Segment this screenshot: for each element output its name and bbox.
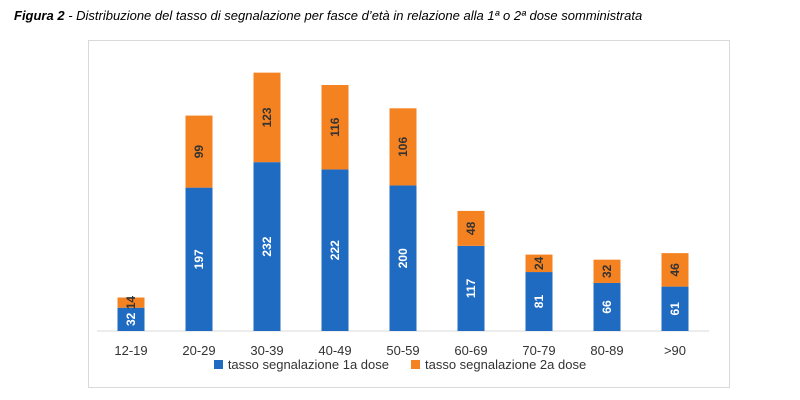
data-label-2-20-29: 99 — [192, 145, 206, 159]
legend-swatch-series2 — [411, 360, 420, 369]
data-label-1-30-39: 232 — [260, 236, 274, 256]
data-label-1-70-79: 81 — [532, 295, 546, 309]
bar-1-12-19 — [117, 307, 145, 331]
x-tick-label-50-59: 50-59 — [386, 343, 419, 358]
bar-1-70-79 — [525, 272, 553, 331]
bar-2-80-89 — [593, 259, 621, 283]
x-tick-label-30-39: 30-39 — [250, 343, 283, 358]
caption-text: - Distribuzione del tasso di segnalazion… — [64, 8, 643, 23]
bar-2-70-79 — [525, 254, 553, 273]
bar-1-30-39 — [253, 162, 281, 331]
data-label-1-20-29: 197 — [192, 249, 206, 269]
x-tick-label-12-19: 12-19 — [114, 343, 147, 358]
bar-2-50-59 — [389, 108, 417, 186]
bar-2-40-49 — [321, 85, 349, 170]
caption-label: Figura 2 — [14, 8, 65, 23]
data-label-1-12-19: 32 — [124, 312, 138, 326]
bar-2->90 — [661, 253, 689, 287]
data-label-2->90: 46 — [668, 263, 682, 277]
x-tick-label-70-79: 70-79 — [522, 343, 555, 358]
legend-swatch-series1 — [213, 360, 223, 369]
bar-1-50-59 — [389, 185, 417, 331]
bar-2-12-19 — [117, 297, 145, 308]
x-tick-label-80-89: 80-89 — [590, 343, 623, 358]
data-label-2-80-89: 32 — [600, 264, 614, 278]
legend-label-series2: tasso segnalazione 2a dose — [425, 357, 587, 372]
data-label-2-40-49: 116 — [328, 117, 342, 137]
bar-1-20-29 — [185, 187, 213, 331]
legend-label-series1: tasso segnalazione 1a dose — [227, 357, 389, 372]
data-label-2-12-19: 14 — [124, 296, 138, 310]
data-label-1-60-69: 117 — [464, 278, 478, 298]
x-tick-label-40-49: 40-49 — [318, 343, 351, 358]
x-tick-label-60-69: 60-69 — [454, 343, 487, 358]
bar-1-80-89 — [593, 282, 621, 331]
bar-1->90 — [661, 286, 689, 331]
legend-item-series2: tasso segnalazione 2a dose — [411, 357, 586, 372]
bar-1-40-49 — [321, 169, 349, 331]
bar-2-30-39 — [253, 72, 281, 163]
data-label-2-50-59: 106 — [396, 137, 410, 157]
x-tick-label-20-29: 20-29 — [182, 343, 215, 358]
data-label-1-50-59: 200 — [396, 248, 410, 268]
legend-item-series1: tasso segnalazione 1a dose — [213, 357, 389, 372]
data-label-1-40-49: 222 — [328, 240, 342, 260]
data-label-1-80-89: 66 — [600, 300, 614, 314]
bar-2-60-69 — [457, 210, 485, 246]
chart-legend: tasso segnalazione 1a dose tasso segnala… — [0, 357, 800, 372]
data-label-2-60-69: 48 — [464, 221, 478, 235]
bar-1-60-69 — [457, 245, 485, 331]
data-label-2-70-79: 24 — [532, 256, 546, 270]
figure-caption: Figura 2 - Distribuzione del tasso di se… — [14, 8, 794, 23]
x-tick-label->90: >90 — [664, 343, 686, 358]
data-label-2-30-39: 123 — [260, 107, 274, 127]
bar-2-20-29 — [185, 115, 213, 188]
data-label-1->90: 61 — [668, 302, 682, 316]
